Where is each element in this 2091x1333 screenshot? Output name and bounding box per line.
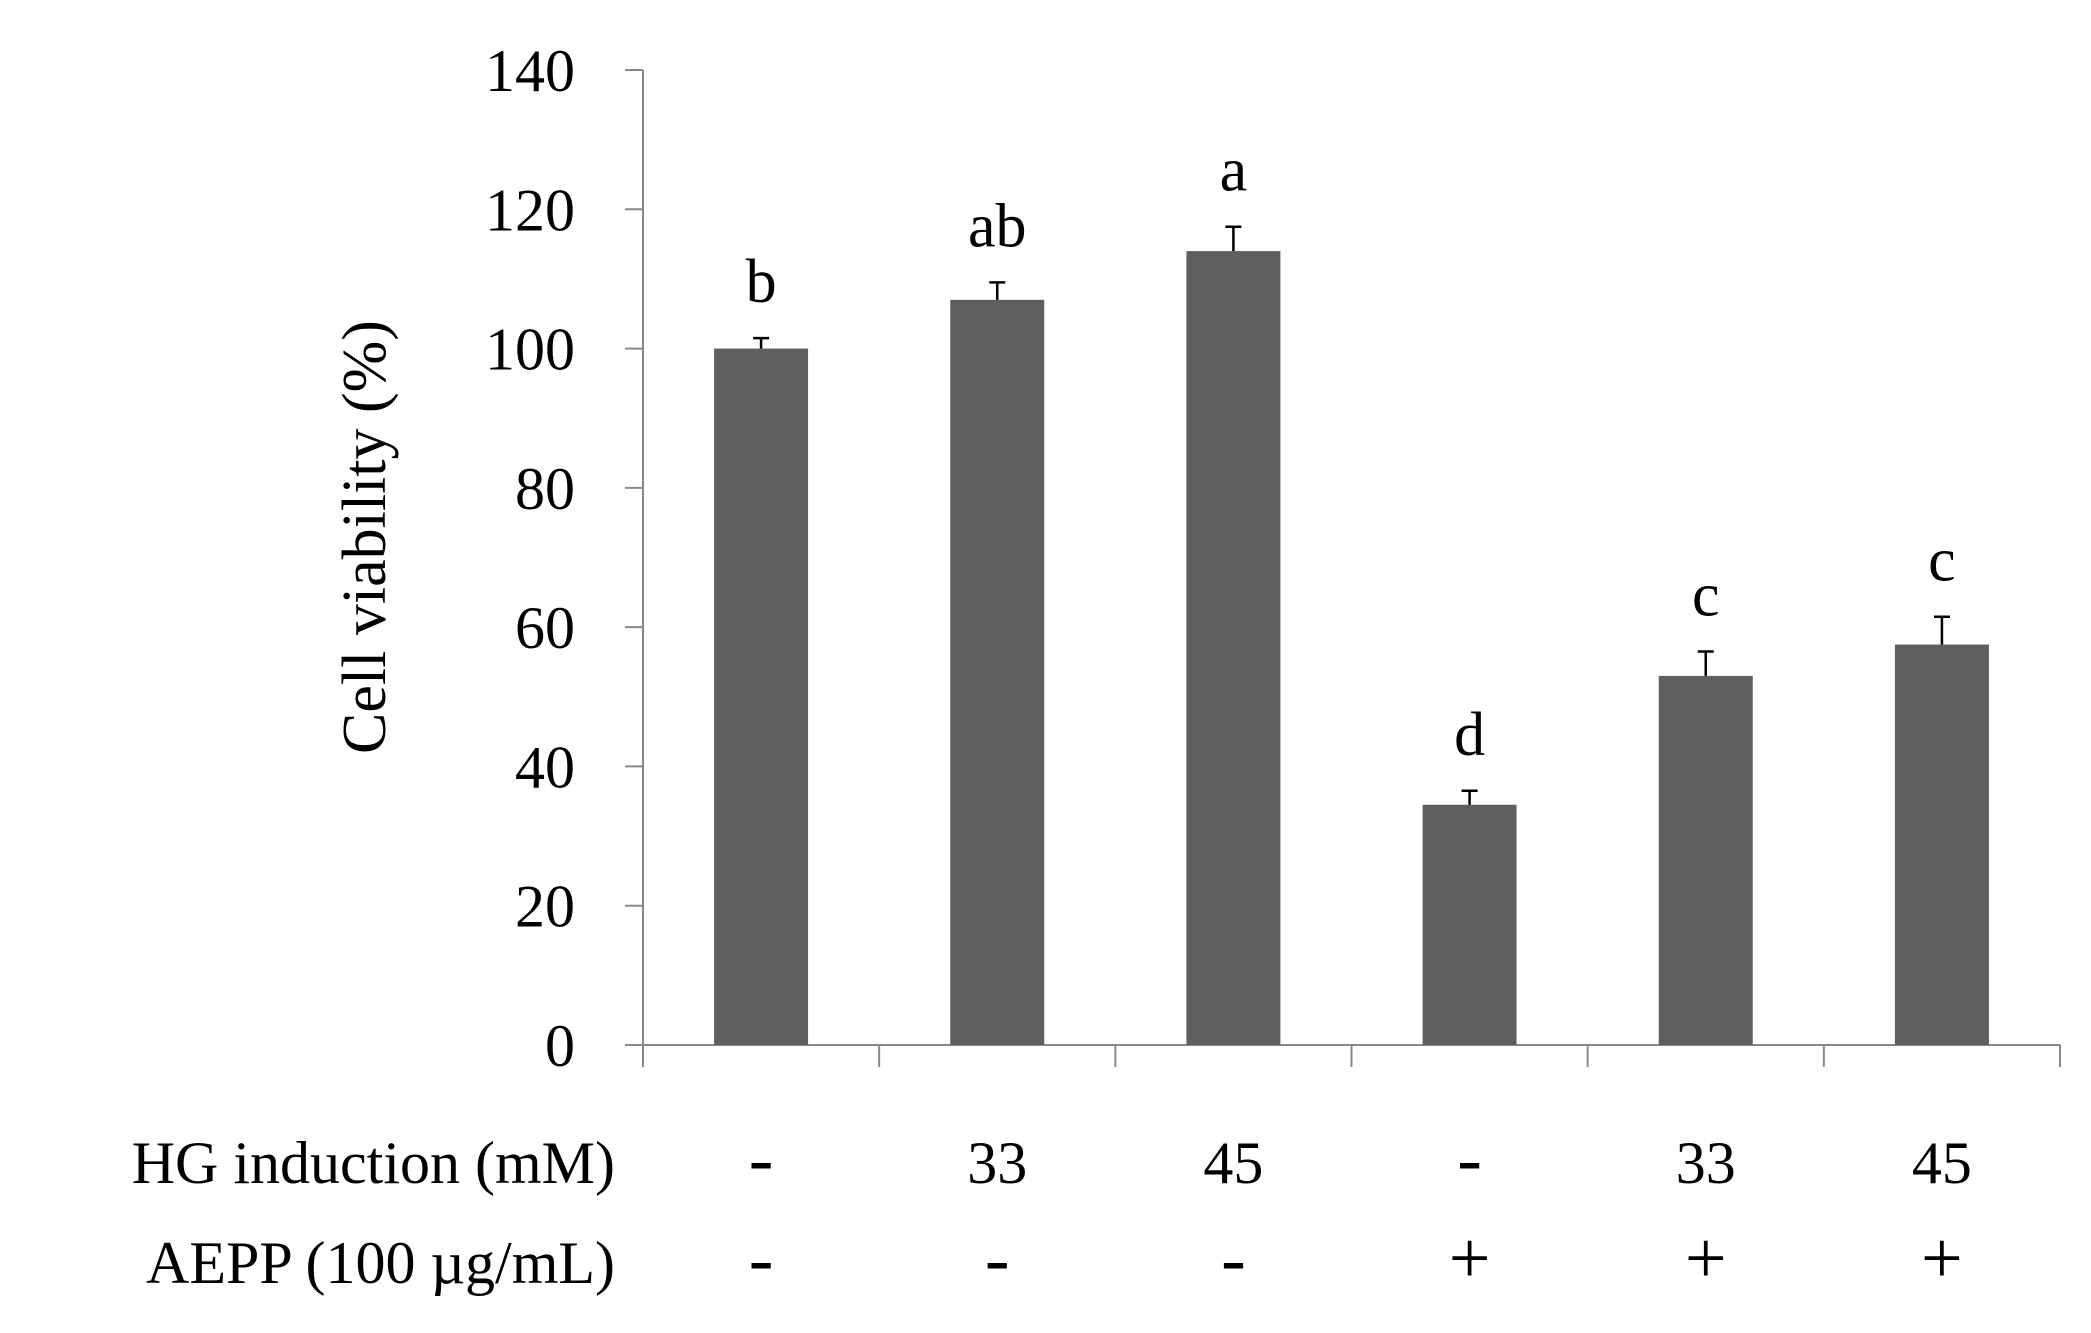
y-tick-label: 40: [515, 734, 575, 800]
y-axis-title: Cell viability (%): [331, 320, 399, 754]
condition-cell: +: [1921, 1218, 1963, 1300]
condition-cell: 45: [1203, 1130, 1263, 1196]
condition-row-label: HG induction (mM): [132, 1130, 615, 1196]
y-axis-title-group: Cell viability (%): [331, 320, 399, 754]
condition-cell: 45: [1912, 1130, 1972, 1196]
condition-table: HG induction (mM) - 33 45 - 33 45 AEPP (100 µg/…: [132, 1118, 1972, 1300]
bar: [1658, 675, 1753, 1045]
condition-cell: +: [1685, 1218, 1727, 1300]
condition-cell: +: [1449, 1218, 1491, 1300]
condition-cell: -: [1457, 1118, 1482, 1200]
y-tick-label: 140: [485, 38, 575, 104]
condition-cell: 33: [1676, 1130, 1736, 1196]
bar: [1186, 251, 1281, 1046]
y-tick-label: 20: [515, 874, 575, 940]
bar: [950, 299, 1045, 1046]
y-tick-label: 0: [545, 1013, 575, 1079]
significance-letter: ab: [968, 192, 1027, 260]
significance-letter: d: [1454, 701, 1485, 769]
y-tick-label: 120: [485, 177, 575, 243]
condition-cell: -: [1221, 1218, 1246, 1300]
y-tick-label: 60: [515, 595, 575, 661]
significance-letter: c: [1692, 562, 1720, 630]
y-tick-label: 80: [515, 456, 575, 522]
significance-letter: a: [1220, 137, 1248, 205]
y-tick-label: 100: [485, 317, 575, 383]
significance-letters: b ab a d c c: [746, 137, 1956, 769]
bar: [1894, 644, 1989, 1045]
bars: [714, 251, 1989, 1046]
y-ticks: 0 20 40 60 80 100 120 140: [485, 38, 643, 1079]
condition-cell: 33: [967, 1130, 1027, 1196]
condition-cell: -: [749, 1218, 774, 1300]
bar: [714, 348, 809, 1046]
condition-cell: -: [985, 1218, 1010, 1300]
error-bars: [753, 225, 1950, 805]
bar: [1422, 804, 1517, 1045]
condition-cell: -: [749, 1118, 774, 1200]
significance-letter: c: [1928, 527, 1956, 595]
axes: [642, 70, 2061, 1067]
significance-letter: b: [746, 248, 777, 316]
condition-row-label: AEPP (100 µg/mL): [146, 1230, 615, 1296]
